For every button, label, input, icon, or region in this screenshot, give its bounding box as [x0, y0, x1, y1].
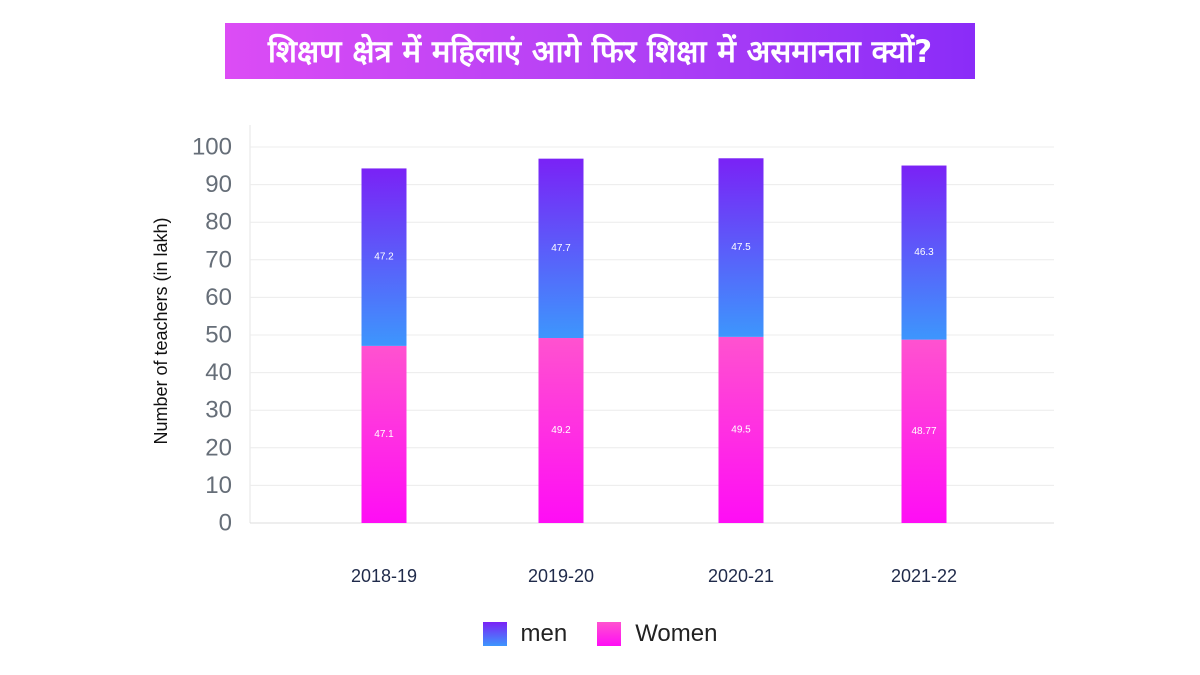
data-label-men: 47.7 [551, 243, 571, 254]
data-label-women: 48.77 [911, 426, 936, 437]
y-tick-label: 50 [205, 322, 232, 349]
x-axis-categories: 2018-19 2019-20 2020-21 2021-22 [351, 566, 957, 586]
y-tick-label: 10 [205, 472, 232, 499]
bar-men-2018-19 [361, 168, 407, 346]
y-tick-label: 90 [205, 171, 232, 198]
legend: men Women [0, 618, 1200, 650]
legend-label-men: men [520, 620, 568, 647]
data-label-men: 47.5 [731, 242, 751, 253]
y-tick-label: 40 [205, 359, 232, 386]
bar-women-2021-22 [901, 339, 947, 523]
bar-men-2020-21 [718, 158, 764, 337]
legend-label-women: Women [635, 620, 718, 647]
x-tick-label: 2020-21 [708, 566, 774, 586]
data-label-women: 49.2 [551, 425, 571, 436]
legend-swatch-women [597, 622, 622, 646]
bars: 47.1 47.2 49.2 47.7 49.5 47.5 48.77 46.3 [361, 158, 947, 523]
data-label-men: 46.3 [914, 247, 934, 258]
y-tick-label: 100 [192, 134, 232, 161]
x-tick-label: 2021-22 [891, 566, 957, 586]
bar-men-2021-22 [901, 165, 947, 340]
x-tick-label: 2019-20 [528, 566, 594, 586]
y-tick-label: 80 [205, 209, 232, 236]
legend-swatch-men [482, 622, 507, 646]
legend-item-men: men [482, 620, 568, 648]
bar-women-2019-20 [538, 338, 584, 523]
y-tick-label: 20 [205, 434, 232, 461]
bar-men-2019-20 [538, 158, 584, 339]
bar-women-2020-21 [718, 336, 764, 523]
y-axis-ticks: 0 10 20 30 40 50 60 70 80 90 100 [192, 134, 232, 537]
y-axis-label: Number of teachers (in lakh) [151, 217, 171, 444]
y-tick-label: 70 [205, 246, 232, 273]
y-tick-label: 30 [205, 397, 232, 424]
x-tick-label: 2018-19 [351, 566, 417, 586]
data-label-men: 47.2 [374, 252, 394, 263]
title-banner: शिक्षण क्षेत्र में महिलाएं आगे फिर शिक्ष… [225, 23, 975, 79]
data-label-women: 47.1 [374, 429, 394, 440]
bar-women-2018-19 [361, 345, 407, 523]
data-label-women: 49.5 [731, 424, 751, 435]
y-tick-label: 0 [219, 510, 232, 537]
chart-title: शिक्षण क्षेत्र में महिलाएं आगे फिर शिक्ष… [267, 34, 933, 70]
y-tick-label: 60 [205, 284, 232, 311]
legend-item-women: Women [597, 620, 717, 648]
